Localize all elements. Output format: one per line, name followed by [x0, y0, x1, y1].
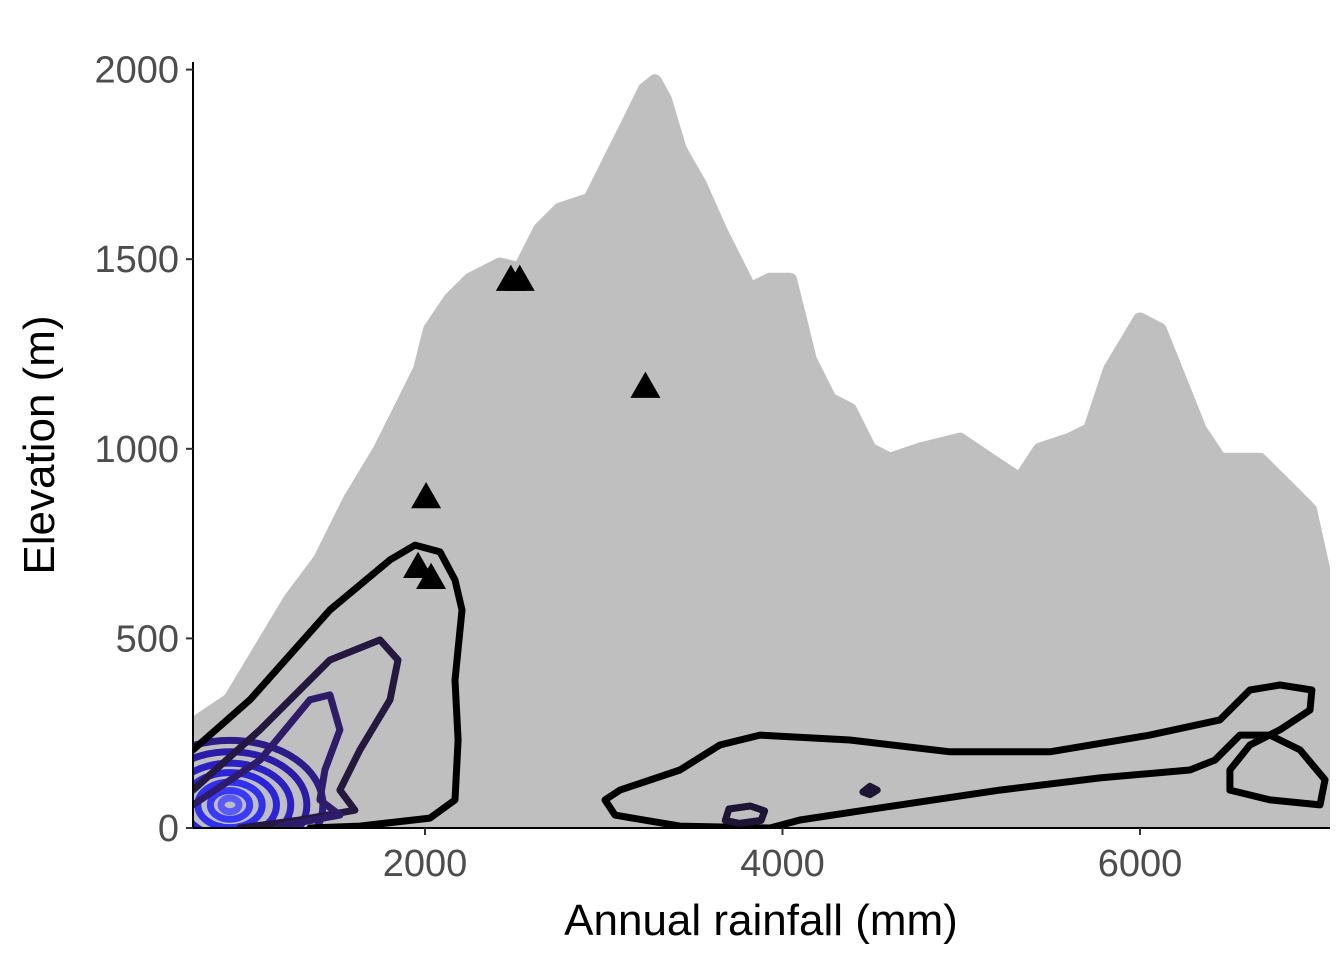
x-tick-label: 2000 [383, 843, 468, 885]
density-contour-core [193, 769, 280, 828]
x-tick-label: 6000 [1098, 843, 1183, 885]
x-axis-title: Annual rainfall (mm) [564, 896, 958, 945]
triangle-point [504, 264, 535, 291]
x-tick-label: 4000 [740, 843, 825, 885]
y-tick-label: 0 [158, 808, 179, 850]
scatter-cloud [193, 74, 1330, 828]
density-contour-core [217, 794, 243, 816]
triangle-point [630, 371, 661, 398]
y-axis-title: Elevation (m) [15, 315, 64, 574]
triangle-point [403, 551, 434, 578]
y-tick-label: 500 [116, 618, 179, 660]
y-tick-label: 1000 [94, 429, 179, 471]
triangle-point [411, 481, 442, 509]
density-contour [721, 802, 769, 827]
triangle-point [416, 562, 447, 589]
y-tick-label: 1500 [94, 239, 179, 281]
density-contour-core [206, 786, 254, 823]
density-contour [193, 541, 466, 828]
plot-area [193, 74, 1330, 828]
density-contour [193, 691, 344, 828]
density-contour [859, 782, 881, 799]
density-contour [601, 681, 1329, 828]
y-tick-label: 2000 [94, 50, 179, 92]
ticks: 2000 4000 6000 0 500 1000 1500 2000 [94, 50, 1182, 885]
density-contour-core [193, 759, 295, 828]
density-contour-core [193, 748, 311, 828]
